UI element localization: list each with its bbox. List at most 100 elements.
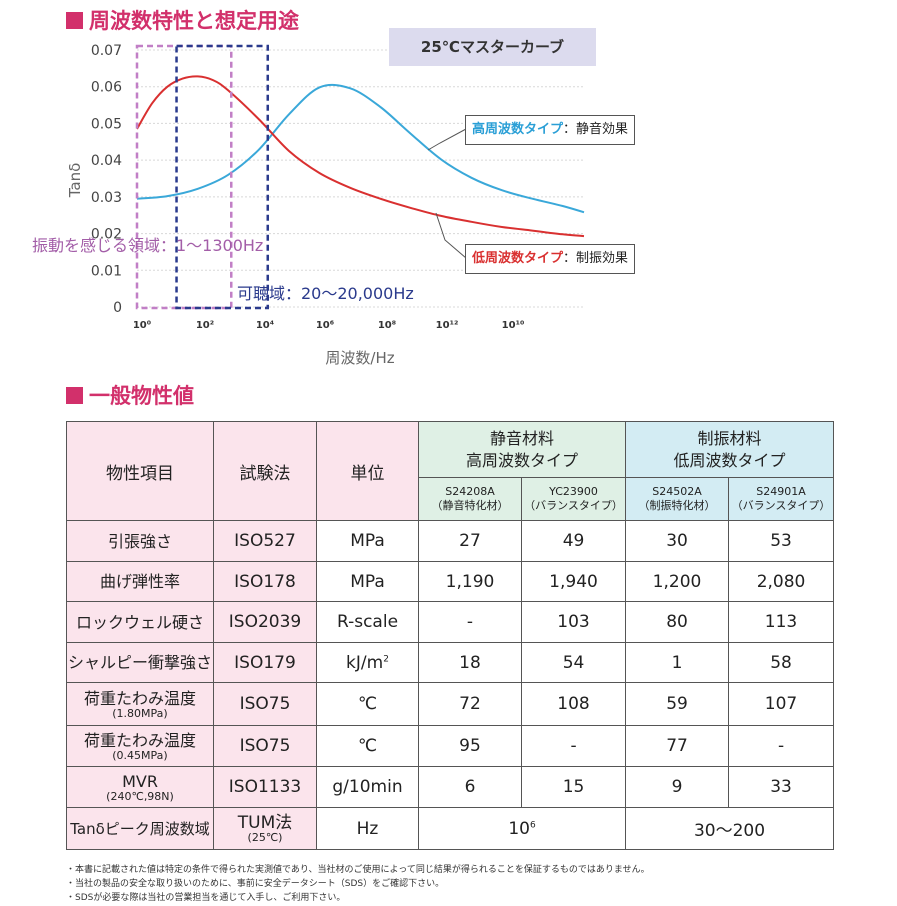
row-item: 荷重たわみ温度 (1.80MPa) <box>66 682 214 726</box>
square-bullet-icon <box>66 387 83 404</box>
row-value: 1,190 <box>418 561 522 602</box>
x-tick-label: 10⁰ <box>133 320 151 331</box>
row-value: 30 <box>625 520 730 562</box>
group-quiet-line1: 静音材料 <box>490 428 555 448</box>
square-bullet-icon <box>66 12 83 29</box>
row-value: 6 <box>418 766 522 808</box>
row-value: 107 <box>728 682 835 726</box>
properties-table: 物性項目 試験法 単位 静音材料 高周波数タイプ 制振材料 低周波数タイプ S2… <box>66 421 835 850</box>
row-value: 33 <box>728 766 835 808</box>
grade-code: S24208A <box>445 485 495 498</box>
callout-high-frequency: 高周波数タイプ：静音効果 <box>465 115 636 145</box>
y-tick-label: 0.01 <box>91 263 122 279</box>
grade-code: S24502A <box>652 485 702 498</box>
row-item: 曲げ弾性率 <box>66 561 214 602</box>
row-value: 72 <box>418 682 522 726</box>
callout-low-type: 低周波数タイプ <box>472 251 564 266</box>
grade-sub: （制振特化材） <box>638 499 716 512</box>
callout-leader-high <box>427 128 467 151</box>
row-unit: g/10min <box>316 766 419 808</box>
row-item-sub: (240℃,98N) <box>106 789 174 803</box>
series-line-high-frequency <box>136 83 585 214</box>
row-value: 95 <box>418 725 522 767</box>
peak-high-base: 10 <box>508 818 530 839</box>
callout-low-sep: ： <box>563 251 577 266</box>
table-row: 荷重たわみ温度 (1.80MPa) ISO75 ℃ 72 108 59 107 <box>66 682 835 726</box>
row-item: ロックウェル硬さ <box>66 601 214 643</box>
row-value: - <box>728 725 835 767</box>
row-value: 80 <box>625 601 730 643</box>
row-item-main: 引張強さ <box>107 531 172 551</box>
grade-code: S24901A <box>756 485 806 498</box>
callout-low-effect: 制振効果 <box>576 251 629 266</box>
row-value: 2,080 <box>728 561 835 602</box>
callout-high-type: 高周波数タイプ <box>472 122 564 137</box>
grade-header: S24901A （バランスタイプ） <box>728 477 835 521</box>
x-tick-label: 10⁶ <box>316 320 334 331</box>
row-method-sub: (25℃) <box>247 830 283 844</box>
grade-header: S24502A （制振特化材） <box>625 477 730 521</box>
row-unit-main: ℃ <box>357 736 378 756</box>
region-label-vibration: 振動を感じる領域：1～1300Hz <box>32 236 264 255</box>
row-item-main: ロックウェル硬さ <box>75 612 204 632</box>
row-unit: kJ/m2 <box>316 642 419 683</box>
row-value: - <box>520 725 627 767</box>
row-method: ISO75 <box>213 725 317 767</box>
row-unit: MPa <box>316 520 419 562</box>
row-value: 103 <box>520 601 627 643</box>
row-item: 荷重たわみ温度 (0.45MPa) <box>66 725 214 767</box>
row-item-main: 曲げ弾性率 <box>99 572 180 591</box>
row-value: 15 <box>520 766 627 808</box>
row-item: MVR (240℃,98N) <box>66 766 214 808</box>
header-unit: 単位 <box>316 421 419 521</box>
footnote: ・SDSが必要な際は当社の営業担当を通じて入手し、ご利用下さい。 <box>66 893 346 903</box>
region-box-audible <box>175 44 270 310</box>
y-tick-label: 0.07 <box>91 43 122 59</box>
x-tick-label: 10² <box>196 320 214 331</box>
row-item-sub: (0.45MPa) <box>112 748 168 762</box>
row-value: 18 <box>418 642 522 683</box>
row-method: ISO179 <box>213 642 317 683</box>
row-value: 1,200 <box>625 561 730 602</box>
x-tick-label: 10¹² <box>436 320 459 331</box>
row-value: 108 <box>520 682 627 726</box>
section-title-frequency: 周波数特性と想定用途 <box>66 5 299 35</box>
row-unit: MPa <box>316 561 419 602</box>
chart-title: 25℃マスターカーブ <box>389 28 596 66</box>
table-row: 引張強さ ISO527 MPa 27 49 30 53 <box>66 520 835 562</box>
row-unit-sup: 2 <box>383 653 389 664</box>
peak-high-value: 106 <box>417 807 627 850</box>
grade-sub: （バランスタイプ） <box>731 499 831 512</box>
row-method: ISO1133 <box>213 766 317 808</box>
row-unit: Hz <box>316 807 419 850</box>
row-value: 27 <box>418 520 522 562</box>
table-row: MVR (240℃,98N) ISO1133 g/10min 6 15 9 33 <box>66 766 835 808</box>
row-unit-main: g/10min <box>332 777 403 797</box>
callout-high-sep: ： <box>563 122 577 137</box>
row-unit-main: R-scale <box>336 612 399 632</box>
section-title-properties: 一般物性値 <box>66 380 194 410</box>
row-value: 1,940 <box>520 561 627 602</box>
y-tick-label: 0 <box>113 300 122 316</box>
table-row: ロックウェル硬さ ISO2039 R-scale -103 80 113 <box>66 601 835 643</box>
row-value: 1 <box>625 642 730 683</box>
header-group-quiet: 静音材料 高周波数タイプ <box>417 421 627 478</box>
footnote: ・本書に記載された値は特定の条件で得られた実測値であり、当社材のご使用によって同… <box>66 865 650 875</box>
row-method: ISO527 <box>213 520 317 562</box>
row-method-main: TUM法 <box>237 812 293 833</box>
row-item-main: MVR <box>122 771 158 791</box>
y-axis-label: Tanδ <box>66 163 84 199</box>
callout-leader-low <box>435 212 467 259</box>
row-item-main: 荷重たわみ温度 <box>83 688 196 708</box>
x-axis-label: 周波数/Hz <box>325 349 394 367</box>
group-quiet-line2: 高周波数タイプ <box>466 450 579 470</box>
callout-high-effect: 静音効果 <box>576 122 629 137</box>
row-item: シャルピー衝撃強さ <box>66 642 214 683</box>
y-tick-label: 0.05 <box>91 116 122 132</box>
grade-sub: （静音特化材） <box>431 499 509 512</box>
row-unit-main: kJ/m <box>346 652 384 673</box>
row-method: ISO75 <box>213 682 317 726</box>
row-item-sub: (1.80MPa) <box>112 706 168 720</box>
header-method: 試験法 <box>213 421 317 521</box>
header-group-damping: 制振材料 低周波数タイプ <box>625 421 835 478</box>
